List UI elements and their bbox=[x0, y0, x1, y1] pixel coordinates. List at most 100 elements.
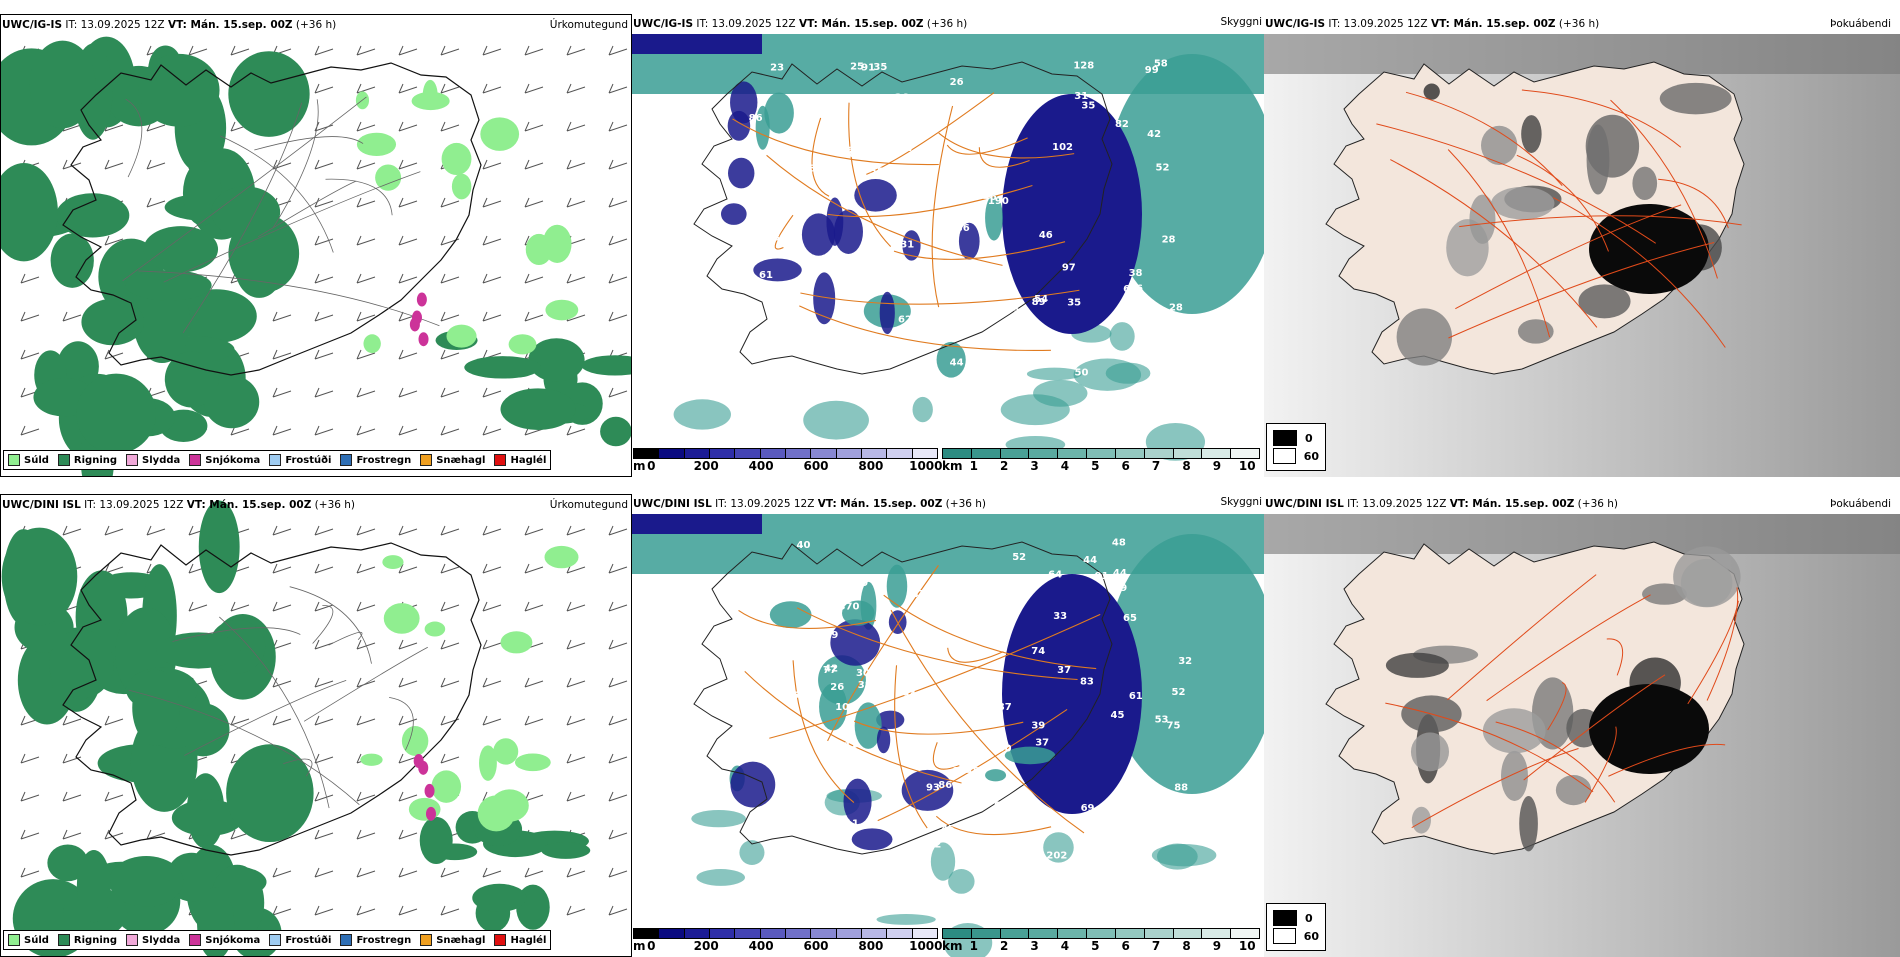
cloud-base-value: 370 bbox=[839, 602, 860, 613]
panel-header: UWC/IG-IS IT: 13.09.2025 12Z VT: Mán. 15… bbox=[2, 19, 337, 31]
wind-barb bbox=[608, 273, 628, 284]
wind-barb bbox=[314, 197, 334, 208]
wind-barb bbox=[440, 45, 460, 56]
cloud-base-value: 61 bbox=[852, 336, 866, 347]
drizzle-area bbox=[408, 797, 441, 821]
wind-barb bbox=[356, 159, 376, 170]
wind-barb bbox=[314, 639, 334, 650]
fog-area bbox=[1521, 115, 1542, 153]
wind-barb bbox=[356, 273, 376, 284]
cloud-base-value: 83 bbox=[1080, 676, 1094, 687]
low-cloud-area bbox=[727, 110, 751, 141]
cloud-base-value: 44 bbox=[1113, 568, 1127, 579]
colorbar-tick: 400 bbox=[748, 939, 774, 953]
fog-legend-item: 0 bbox=[1273, 430, 1319, 446]
drizzle-area bbox=[544, 545, 579, 569]
cloud-base-value: 91 bbox=[861, 63, 875, 74]
fog-area bbox=[1586, 124, 1610, 195]
wind-barb bbox=[566, 425, 586, 436]
cloud-base-value: 25 bbox=[850, 61, 864, 72]
low-cloud-area bbox=[879, 291, 895, 335]
colorbar-tick: 800 bbox=[858, 459, 884, 473]
legend-swatch bbox=[126, 454, 139, 466]
coastline bbox=[693, 541, 1113, 855]
road bbox=[827, 184, 1033, 218]
low-cloud-area bbox=[843, 778, 872, 825]
wind-barb bbox=[440, 677, 460, 688]
cloud-base-value: 69 bbox=[1081, 803, 1095, 814]
drizzle-area bbox=[542, 224, 572, 263]
cloud-base-value: 57 bbox=[991, 305, 1005, 316]
road bbox=[325, 178, 393, 216]
rain-area bbox=[156, 632, 241, 669]
wind-barb bbox=[440, 197, 460, 208]
wind-barb bbox=[524, 563, 544, 574]
low-cloud-area bbox=[833, 209, 864, 254]
wind-barb bbox=[440, 601, 460, 612]
legend-item: Snjókoma bbox=[189, 934, 260, 946]
wind-barb bbox=[608, 829, 628, 840]
precip-legend: Súld Rigning Slydda Snjókoma Frostúði Frostre… bbox=[3, 930, 552, 950]
drizzle-area bbox=[363, 334, 381, 354]
drizzle-area bbox=[493, 738, 519, 765]
road bbox=[1610, 99, 1718, 279]
low-cloud-area bbox=[876, 710, 905, 730]
road bbox=[1658, 178, 1729, 229]
road bbox=[138, 270, 440, 327]
road bbox=[312, 605, 334, 644]
drizzle-area bbox=[401, 726, 429, 756]
cloud-base-value: 96 bbox=[1129, 283, 1143, 294]
colorbar-tick: 5 bbox=[1091, 459, 1100, 473]
cloud-base-value: 45 bbox=[812, 782, 826, 793]
cloud-base-value: 52 bbox=[1156, 163, 1170, 174]
low-visibility-area bbox=[1043, 832, 1074, 863]
low-cloud-area bbox=[854, 179, 897, 212]
drizzle-area bbox=[431, 770, 462, 803]
cloud-base-value: 50 bbox=[1075, 368, 1089, 379]
cloud-base-value: 44 bbox=[1083, 555, 1097, 566]
cloud-base-value: 37 bbox=[901, 143, 915, 154]
legend-swatch bbox=[340, 454, 353, 466]
cloud-base-value: 35 bbox=[873, 62, 887, 73]
wind-barb bbox=[608, 677, 628, 688]
panel-header: UWC/IG-IS IT: 13.09.2025 12Z VT: Mán. 15… bbox=[1265, 18, 1600, 30]
wind-barb bbox=[608, 867, 628, 878]
cloud-base-value: 202 bbox=[1046, 850, 1067, 861]
legend-label: Frostregn bbox=[356, 454, 412, 466]
low-cloud-area bbox=[1002, 574, 1142, 814]
road bbox=[769, 613, 1101, 739]
panel-title: Skyggni bbox=[1220, 496, 1263, 508]
fog-area bbox=[1411, 806, 1431, 834]
wind-barb bbox=[608, 791, 628, 802]
cloud-base-value: 179 bbox=[818, 630, 839, 641]
legend-label: Haglél bbox=[510, 934, 547, 946]
road bbox=[1608, 743, 1726, 777]
cloud-base-value: 18 bbox=[932, 646, 946, 657]
low-cloud-area bbox=[936, 341, 966, 378]
low-cloud-area bbox=[958, 222, 980, 260]
road bbox=[1390, 159, 1598, 328]
wind-barb bbox=[608, 525, 628, 536]
cloud-base-value: 62 bbox=[898, 315, 912, 326]
cloud-base-value: 60 bbox=[796, 101, 810, 112]
fog-area bbox=[1642, 583, 1687, 605]
cloud-base-value: 87 bbox=[998, 702, 1012, 713]
legend-label: Snæhagl bbox=[436, 454, 486, 466]
wind-barb bbox=[566, 867, 586, 878]
legend-item: Frostúði bbox=[269, 934, 331, 946]
wind-barb bbox=[314, 387, 334, 398]
low-visibility-area bbox=[803, 400, 869, 440]
fog-area bbox=[1589, 204, 1709, 294]
wind-barb bbox=[566, 159, 586, 170]
wind-barb bbox=[356, 525, 376, 536]
wind-barb bbox=[272, 905, 292, 916]
low-cloud-area bbox=[901, 769, 954, 811]
cloud-base-value: 64 bbox=[1048, 570, 1062, 581]
fog-area bbox=[1680, 558, 1733, 607]
wind-barb bbox=[272, 311, 292, 322]
wind-barb bbox=[20, 791, 40, 802]
legend-swatch bbox=[420, 934, 433, 946]
low-cloud-area bbox=[764, 92, 794, 134]
colorbar-tick: 0 bbox=[647, 459, 656, 473]
cloud-base-value: 73 bbox=[779, 237, 793, 248]
